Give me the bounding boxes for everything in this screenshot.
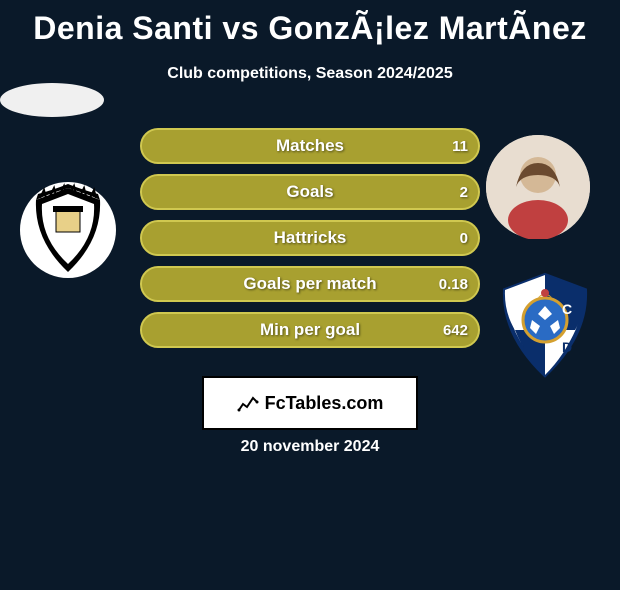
stat-row: Goals per match0.18 xyxy=(140,266,480,302)
stat-value-right: 11 xyxy=(452,128,468,164)
fctables-badge: FcTables.com xyxy=(202,376,418,430)
page-subtitle: Club competitions, Season 2024/2025 xyxy=(0,65,620,83)
stat-row: Min per goal642 xyxy=(140,312,480,348)
svg-text:C: C xyxy=(562,301,572,317)
club-right-crest: T C D xyxy=(490,270,600,380)
stat-value-right: 2 xyxy=(460,174,468,210)
stat-label: Goals xyxy=(140,174,480,210)
player-left-avatar xyxy=(0,83,104,117)
stat-row: Hattricks0 xyxy=(140,220,480,256)
svg-text:D: D xyxy=(562,339,572,355)
stat-label: Goals per match xyxy=(140,266,480,302)
badge-text: FcTables.com xyxy=(265,393,384,414)
stat-label: Matches xyxy=(140,128,480,164)
stat-value-right: 0.18 xyxy=(439,266,468,302)
stat-label: Hattricks xyxy=(140,220,480,256)
stat-row: Goals2 xyxy=(140,174,480,210)
stat-value-right: 0 xyxy=(460,220,468,256)
svg-text:T: T xyxy=(520,339,529,355)
club-left-crest xyxy=(18,180,118,280)
player-right-avatar xyxy=(486,135,590,239)
stat-value-right: 642 xyxy=(443,312,468,348)
date-text: 20 november 2024 xyxy=(0,438,620,456)
stat-row: Matches11 xyxy=(140,128,480,164)
page-title: Denia Santi vs GonzÃ¡lez MartÃ­nez xyxy=(0,10,620,47)
stat-label: Min per goal xyxy=(140,312,480,348)
bars-container: Matches11 Goals2 Hattricks0 Goals per match… xyxy=(140,128,480,358)
